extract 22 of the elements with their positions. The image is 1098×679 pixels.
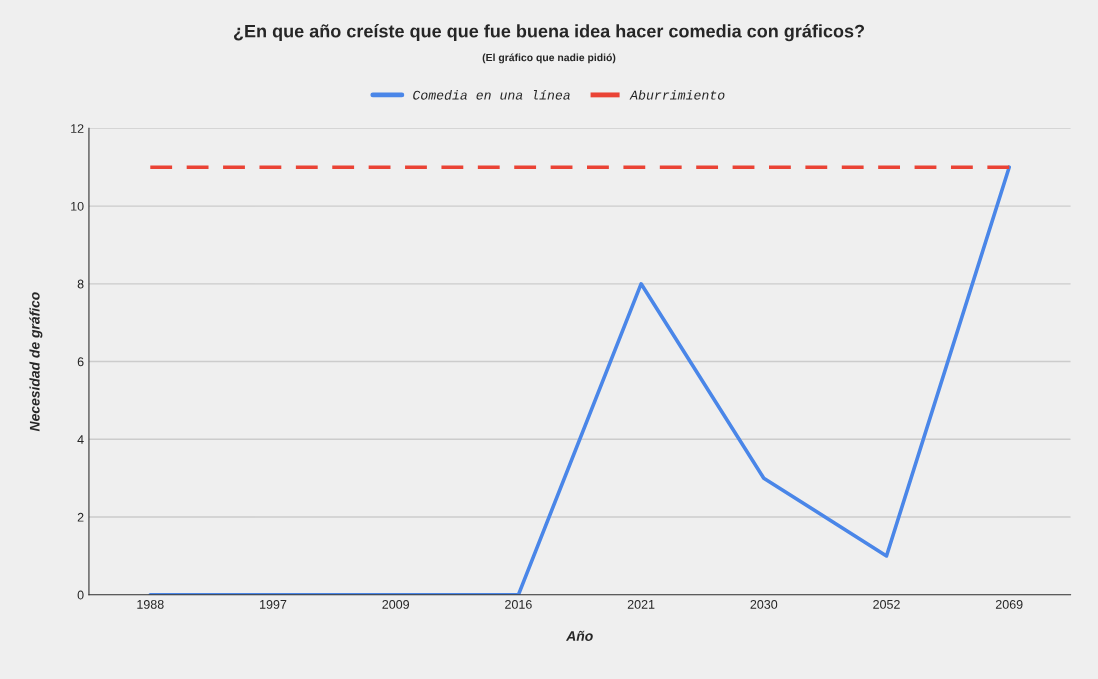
y-tick-label: 2 (77, 512, 84, 522)
x-tick-label: 2016 (505, 600, 532, 609)
x-tick-label: 2069 (995, 600, 1023, 609)
x-tick-label: 2009 (382, 600, 409, 609)
y-axis-title: Necesidad de gráfico (29, 292, 43, 432)
y-tick-label: 12 (71, 124, 84, 133)
legend-label: Comedia en una línea (413, 89, 570, 100)
x-tick-label: 1988 (137, 600, 164, 609)
chart-subtitle: (El gráfico que nadie pidió) (482, 53, 616, 64)
y-tick-label: 10 (71, 201, 84, 211)
x-tick-label: 1997 (260, 600, 287, 609)
x-tick-label: 2030 (750, 600, 778, 609)
x-tick-label: 2021 (627, 600, 655, 609)
y-tick-label: 8 (77, 279, 84, 289)
y-tick-label: 0 (77, 590, 84, 600)
y-tick-label: 6 (77, 357, 84, 367)
chart-title: ¿En que año creíste que que fue buena idea hacer comedia con gráficos? (233, 24, 865, 42)
legend-label: Aburrimiento (629, 89, 725, 100)
x-tick-label: 2052 (873, 600, 900, 609)
y-tick-label: 4 (77, 435, 84, 444)
x-axis-title: Año (565, 630, 593, 641)
line-series (148, 165, 1012, 595)
